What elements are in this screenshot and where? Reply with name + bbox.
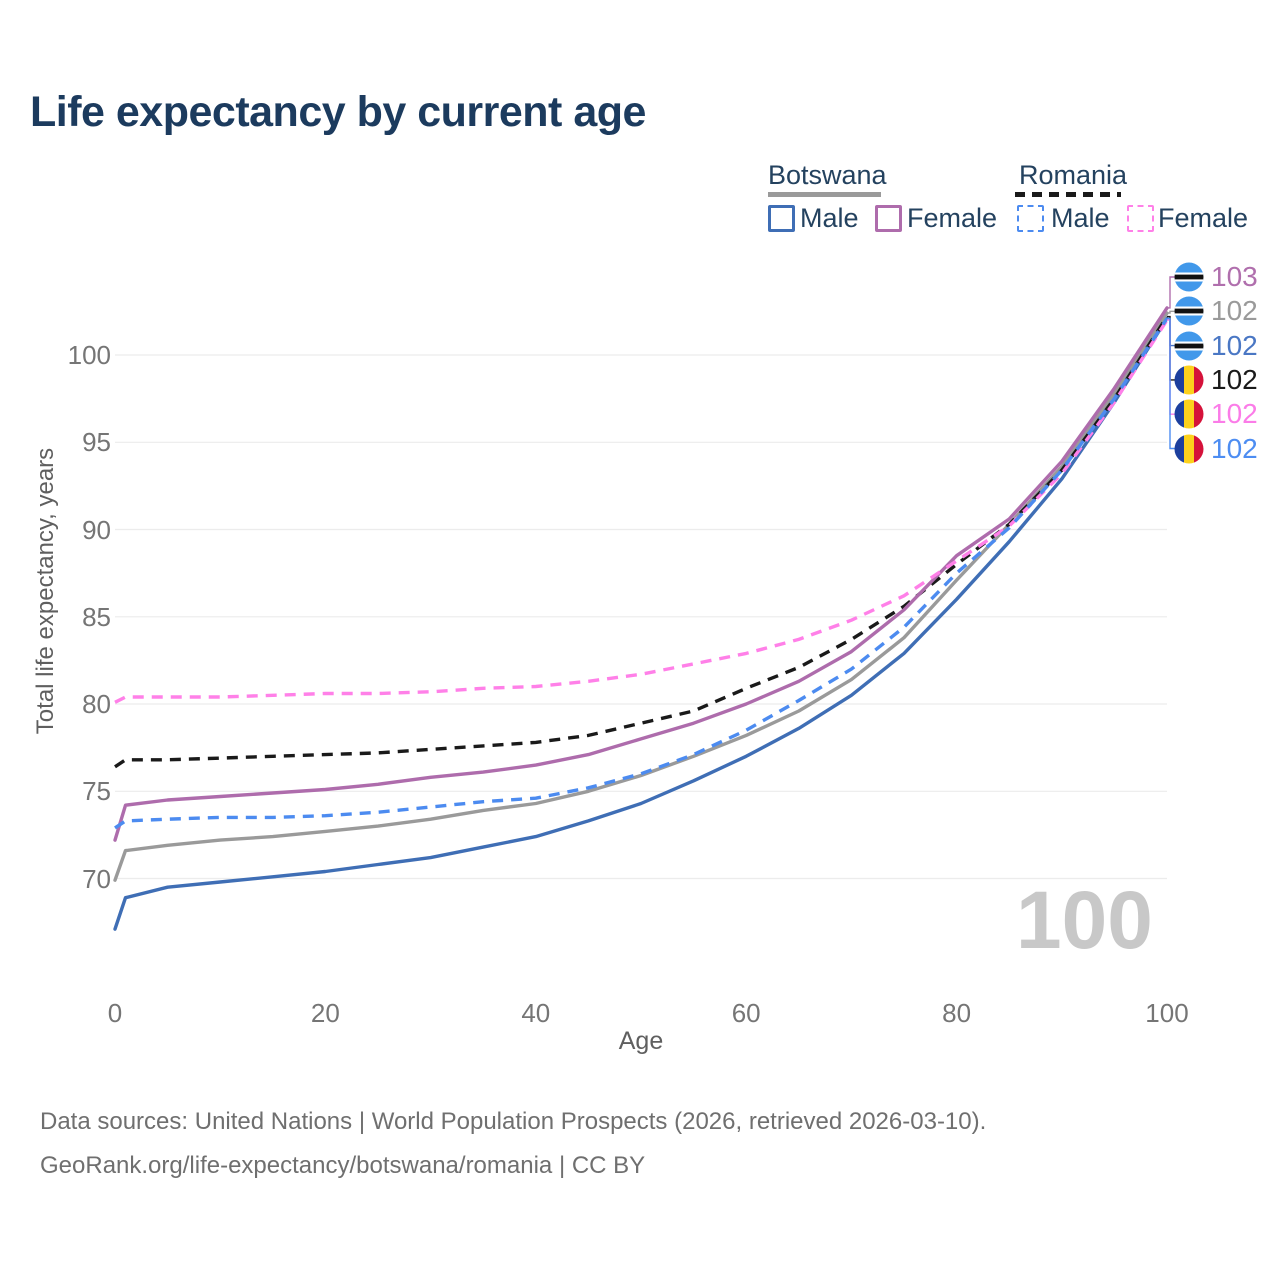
series-line-romania_female [114, 319, 1169, 704]
end-value-label: 102 [1211, 329, 1258, 361]
end-label-romania_female: 102 [1174, 398, 1258, 430]
y-tick-label: 85 [82, 601, 111, 632]
x-tick-label: 80 [942, 998, 972, 1028]
end-value-label: 102 [1211, 432, 1258, 464]
botswana-flag-icon [1174, 296, 1204, 326]
legend-underline-botswana [768, 192, 881, 197]
legend-label-botswana-female[interactable]: Female [907, 203, 998, 233]
y-tick-label: 100 [67, 340, 111, 370]
x-tick-label: 40 [521, 998, 551, 1028]
y-tick-label: 70 [82, 863, 111, 894]
x-tick-label: 0 [107, 998, 123, 1028]
age-indicator-watermark: 100 [1016, 875, 1153, 966]
legend-label-romania-male[interactable]: Male [1051, 203, 1110, 233]
series-line-botswana_total [113, 311, 1169, 882]
legend-checkbox-botswana-female[interactable] [875, 205, 902, 232]
end-label-botswana_female: 103 [1174, 261, 1258, 292]
legend-checkbox-romania-female[interactable] [1127, 205, 1154, 232]
end-label-botswana_male: 102 [1174, 329, 1258, 361]
end-value-label: 102 [1211, 398, 1258, 430]
x-tick-label: 20 [310, 998, 340, 1028]
end-label-romania_male: 102 [1174, 432, 1258, 464]
legend-checkbox-romania-male[interactable] [1017, 205, 1044, 232]
footer-data-sources: Data sources: United Nations | World Pop… [40, 1108, 987, 1135]
series-line-botswana_male [113, 316, 1169, 931]
legend-underline-romania [1015, 192, 1121, 197]
end-value-label: 103 [1211, 261, 1258, 292]
romania-flag-icon [1174, 365, 1204, 395]
series-line-botswana_female [113, 306, 1169, 842]
botswana-flag-icon [1174, 262, 1204, 292]
end-value-label: 102 [1211, 295, 1258, 327]
x-tick-label: 60 [731, 998, 761, 1028]
romania-flag-icon [1174, 434, 1204, 463]
leader-line-botswana_total [1167, 310, 1176, 314]
y-tick-label: 75 [82, 776, 111, 807]
leader-line-botswana_female [1167, 276, 1176, 309]
legend-group-botswana: Botswana [768, 160, 887, 190]
end-label-romania_total: 102 [1174, 363, 1258, 395]
legend-label-botswana-male[interactable]: Male [800, 203, 859, 233]
x-tick-label: 100 [1145, 998, 1189, 1028]
end-label-botswana_total: 102 [1174, 295, 1258, 327]
x-axis-title: Age [618, 1027, 664, 1055]
footer-attribution-link: GeoRank.org/life-expectancy/botswana/rom… [40, 1152, 646, 1179]
end-value-label: 102 [1211, 363, 1258, 395]
y-tick-label: 95 [82, 427, 111, 458]
leader-line-romania_male [1167, 317, 1176, 450]
footer: Data sources: United Nations | World Pop… [40, 1108, 986, 1196]
legend-group-romania: Romania [1019, 160, 1128, 190]
romania-flag-icon [1174, 399, 1204, 429]
page-title: Life expectancy by current age [30, 88, 646, 136]
y-tick-label: 80 [82, 689, 111, 719]
y-tick-label: 90 [82, 514, 111, 545]
botswana-flag-icon [1174, 331, 1204, 361]
legend-label-romania-female[interactable]: Female [1158, 203, 1249, 233]
legend-checkbox-botswana-male[interactable] [768, 205, 795, 232]
series-line-romania_male [114, 317, 1169, 830]
